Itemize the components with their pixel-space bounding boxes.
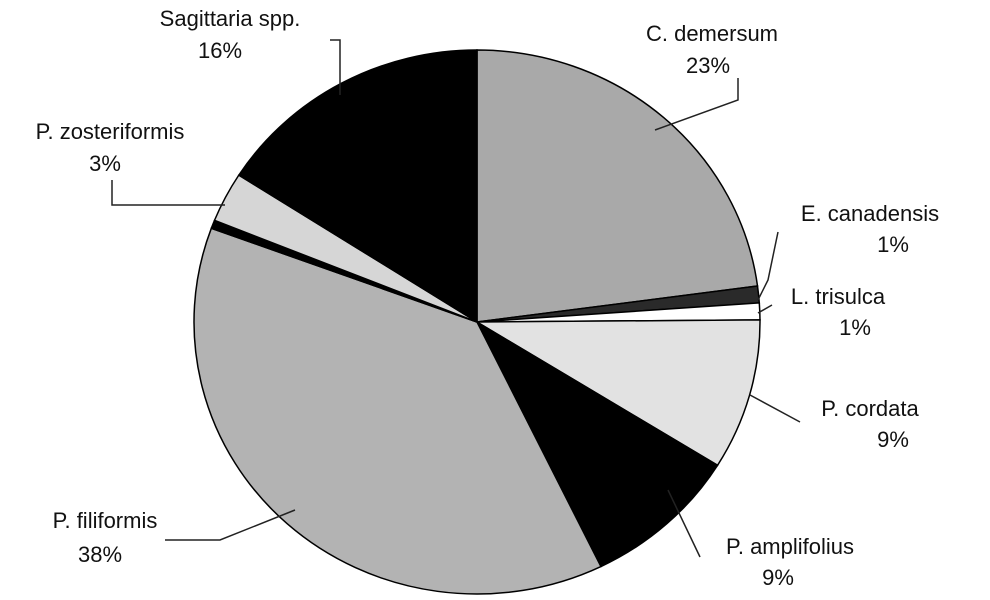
slice-label: L. trisulca [791,284,886,309]
pie-slice [475,320,719,568]
pie-slice [237,49,478,324]
slice-value-label: 9% [877,427,909,452]
leader-line [757,231,779,301]
slice-value-label: 16% [198,38,242,63]
slice-label: E. canadensis [801,201,939,226]
pie-slice [476,49,759,323]
leader-lines [111,39,801,558]
leader-line [749,394,801,423]
pie-slice [193,227,602,595]
slice-value-label: 1% [839,315,871,340]
slice-label: P. cordata [821,396,919,421]
leader-line [667,489,701,558]
slice-value-label: 3% [89,151,121,176]
slice-label: P. zosteriformis [36,119,185,144]
slice-value-label: 23% [686,53,730,78]
slice-value-label: 1% [877,232,909,257]
slice-label: Sagittaria spp. [160,6,301,31]
slice-value-label: 38% [78,542,122,567]
slice-label: P. filiformis [53,508,158,533]
slice-label: P. amplifolius [726,534,854,559]
leader-line [165,509,296,541]
labels: C. demersum 23% E. canadensis 1% L. trisulca… [36,6,939,590]
pie [193,49,761,595]
slice-label: C. demersum [646,21,778,46]
leader-line [757,304,773,314]
pie-slice [474,319,761,467]
leader-line [111,180,225,206]
leader-line [654,78,739,131]
slice-value-label: 9% [762,565,794,590]
leader-line [330,39,341,95]
